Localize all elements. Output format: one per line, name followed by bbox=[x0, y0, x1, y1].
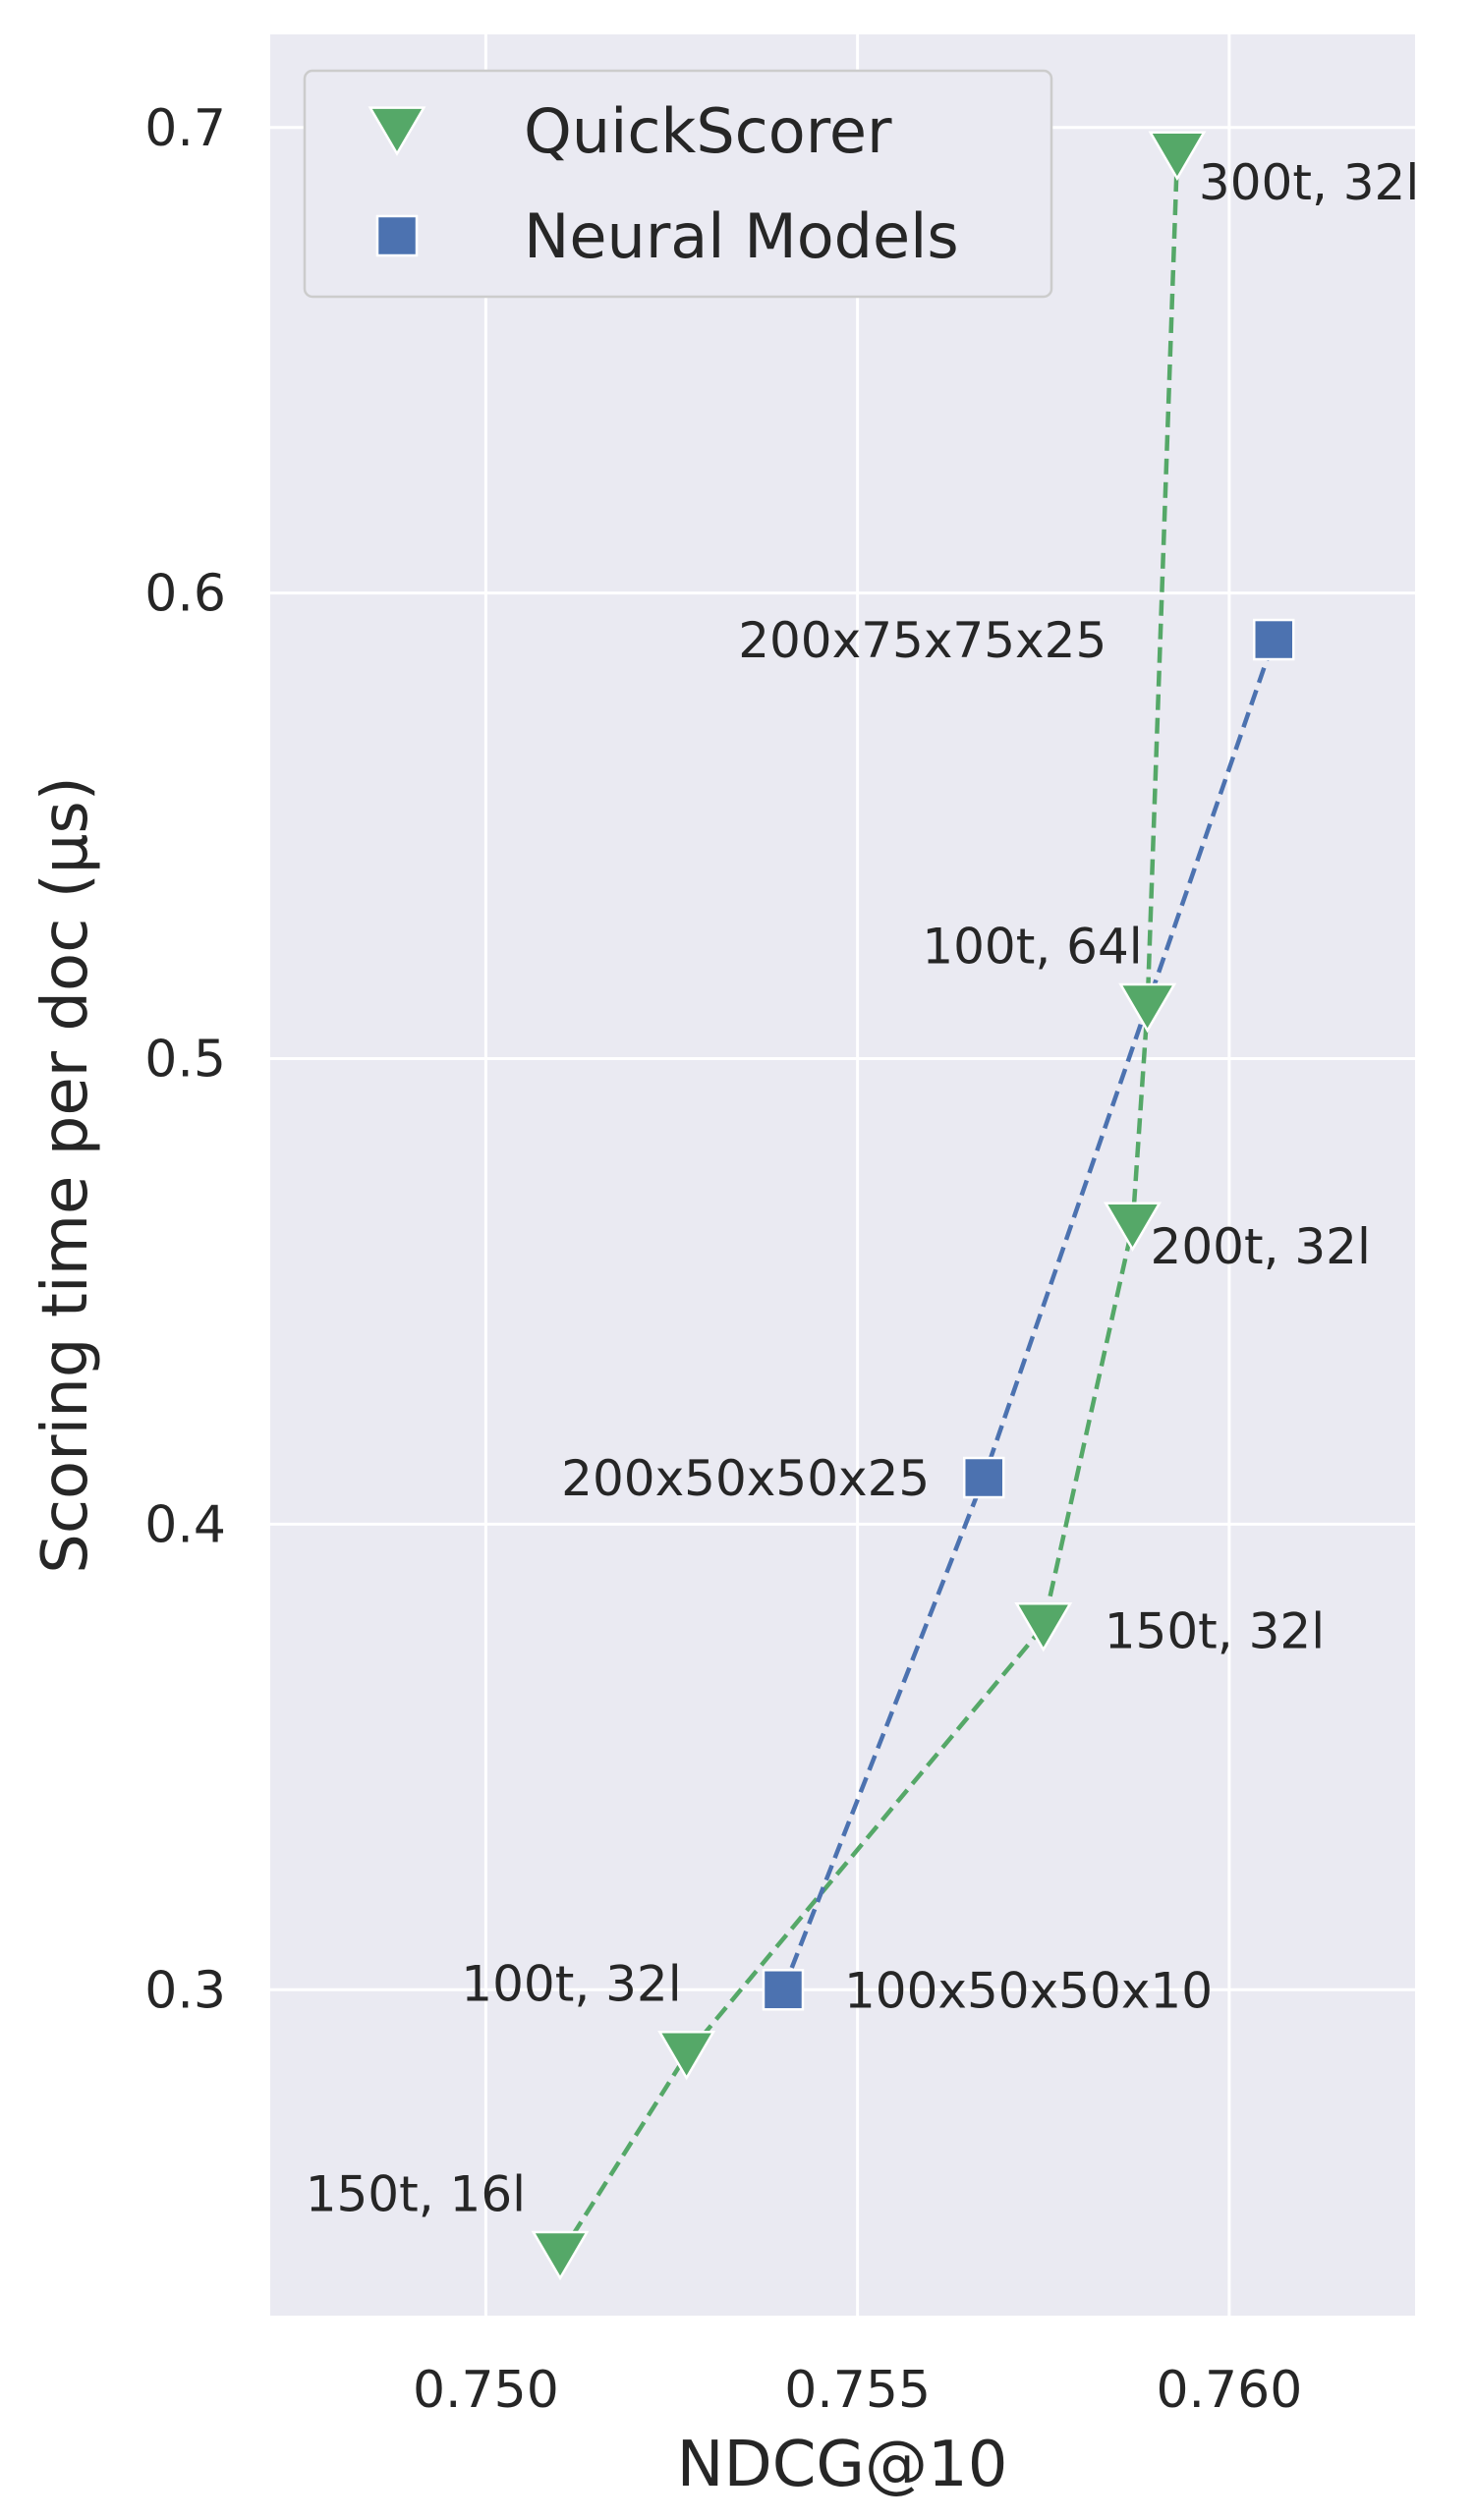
quickscorer-point bbox=[1148, 131, 1207, 182]
quickscorer-point bbox=[1014, 1602, 1073, 1652]
y-tick-label: 0.3 bbox=[144, 1961, 226, 2020]
x-tick-labels: 0.750 0.755 0.760 bbox=[413, 2361, 1302, 2420]
quickscorer-point bbox=[1118, 982, 1177, 1034]
point-label: 200x50x50x25 bbox=[561, 1450, 930, 1507]
legend-box bbox=[303, 69, 1053, 299]
quickscorer-point bbox=[531, 2230, 590, 2281]
point-label: 200t, 32l bbox=[1151, 1218, 1371, 1275]
point-labels: 150t, 16l 100t, 32l 150t, 32l 200t, 32l 100t… bbox=[306, 154, 1420, 2222]
quickscorer-line bbox=[558, 155, 1180, 2257]
plot-area bbox=[270, 34, 1415, 2316]
neural-models-point bbox=[1253, 618, 1295, 661]
markers bbox=[531, 131, 1295, 2281]
x-tick-label: 0.750 bbox=[413, 2361, 559, 2420]
x-tick-label: 0.760 bbox=[1156, 2361, 1302, 2420]
legend: QuickScorer Neural Models bbox=[303, 69, 1053, 299]
y-tick-label: 0.5 bbox=[144, 1031, 226, 1090]
legend-label: QuickScorer bbox=[524, 95, 892, 167]
point-label: 150t, 16l bbox=[306, 2165, 526, 2222]
point-label: 100t, 64l bbox=[922, 918, 1142, 975]
point-label: 100t, 32l bbox=[461, 1956, 681, 2013]
legend-marker-triangle bbox=[368, 106, 426, 156]
legend-label: Neural Models bbox=[524, 200, 959, 272]
neural-models-point bbox=[762, 1969, 805, 2011]
quickscorer-point bbox=[657, 2030, 716, 2081]
neural-models-point bbox=[962, 1456, 1005, 1499]
point-label: 200x75x75x25 bbox=[738, 612, 1106, 669]
point-label: 150t, 32l bbox=[1105, 1603, 1325, 1660]
y-tick-label: 0.7 bbox=[144, 99, 226, 158]
point-label: 100x50x50x10 bbox=[844, 1962, 1213, 2019]
quickscorer-point bbox=[1104, 1202, 1163, 1253]
y-tick-label: 0.6 bbox=[144, 565, 226, 624]
x-axis-label: NDCG@10 bbox=[677, 2429, 1008, 2501]
y-tick-labels: 0.3 0.4 0.5 0.6 0.7 bbox=[144, 99, 226, 2021]
x-tick-label: 0.755 bbox=[784, 2361, 931, 2420]
legend-marker-square bbox=[375, 214, 419, 257]
point-label: 300t, 32l bbox=[1199, 154, 1419, 211]
y-tick-label: 0.4 bbox=[144, 1495, 226, 1554]
y-axis-label: Scoring time per doc (μs) bbox=[29, 776, 102, 1574]
grid bbox=[270, 34, 1415, 2316]
